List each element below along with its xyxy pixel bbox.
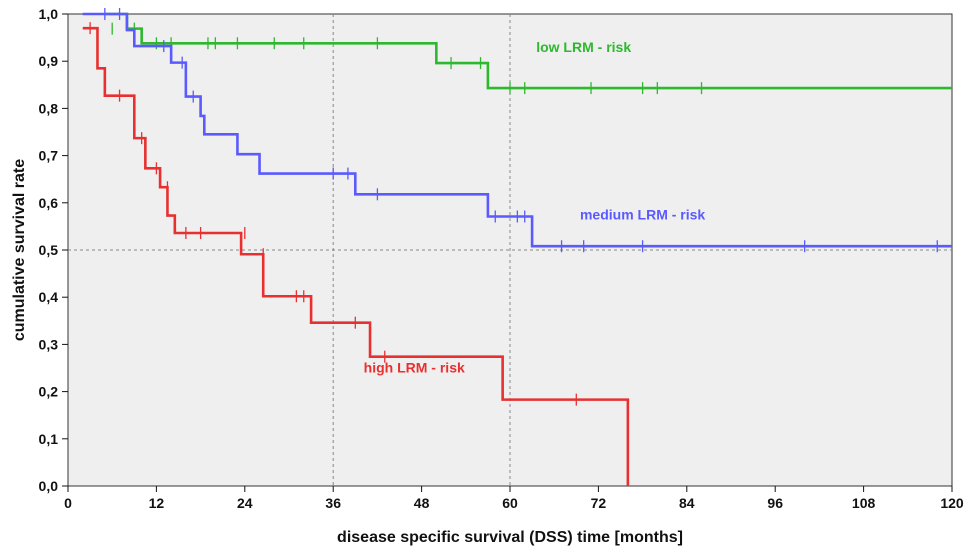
x-tick-label: 24 <box>237 495 253 511</box>
x-tick-label: 96 <box>767 495 783 511</box>
survival-curve <box>82 26 630 486</box>
series-label: low LRM - risk <box>536 39 631 55</box>
x-tick-label: 60 <box>502 495 518 511</box>
series-label: high LRM - risk <box>364 360 465 376</box>
y-tick-label: 0,0 <box>39 478 59 494</box>
y-axis-title: cumulative survival rate <box>11 159 28 341</box>
x-tick-label: 0 <box>64 495 72 511</box>
series-label: medium LRM - risk <box>580 206 705 222</box>
x-tick-label: 108 <box>852 495 876 511</box>
y-tick-label: 1,0 <box>39 6 59 22</box>
y-tick-label: 0,6 <box>39 195 59 211</box>
y-tick-label: 0,7 <box>39 148 59 164</box>
series-2 <box>82 8 952 253</box>
y-tick-label: 0,9 <box>39 53 59 69</box>
y-tick-label: 0,8 <box>39 100 59 116</box>
x-tick-label: 12 <box>149 495 165 511</box>
x-axis-ticks: 0 12 24 36 48 60 72 84 96 108 120 <box>64 486 964 511</box>
y-tick-label: 0,1 <box>39 431 59 447</box>
y-tick-label: 0,3 <box>39 336 59 352</box>
y-tick-label: 0,5 <box>39 242 59 258</box>
x-tick-label: 72 <box>591 495 607 511</box>
series-3 <box>82 22 630 486</box>
x-tick-label: 48 <box>414 495 430 511</box>
x-tick-label: 36 <box>325 495 341 511</box>
survival-curve <box>82 12 952 248</box>
y-tick-label: 0,4 <box>39 289 59 305</box>
x-axis-title: disease specific survival (DSS) time [mo… <box>337 529 683 546</box>
series-annotations: low LRM - risk medium LRM - risk high LRM … <box>364 39 706 376</box>
x-tick-label: 84 <box>679 495 695 511</box>
x-tick-label: 120 <box>940 495 964 511</box>
series-layer <box>82 8 952 486</box>
y-tick-label: 0,2 <box>39 384 59 400</box>
y-axis-ticks: 0,0 0,1 0,2 0,3 0,4 0,5 0,6 0,7 0,8 0,9 1,0 <box>39 6 68 494</box>
